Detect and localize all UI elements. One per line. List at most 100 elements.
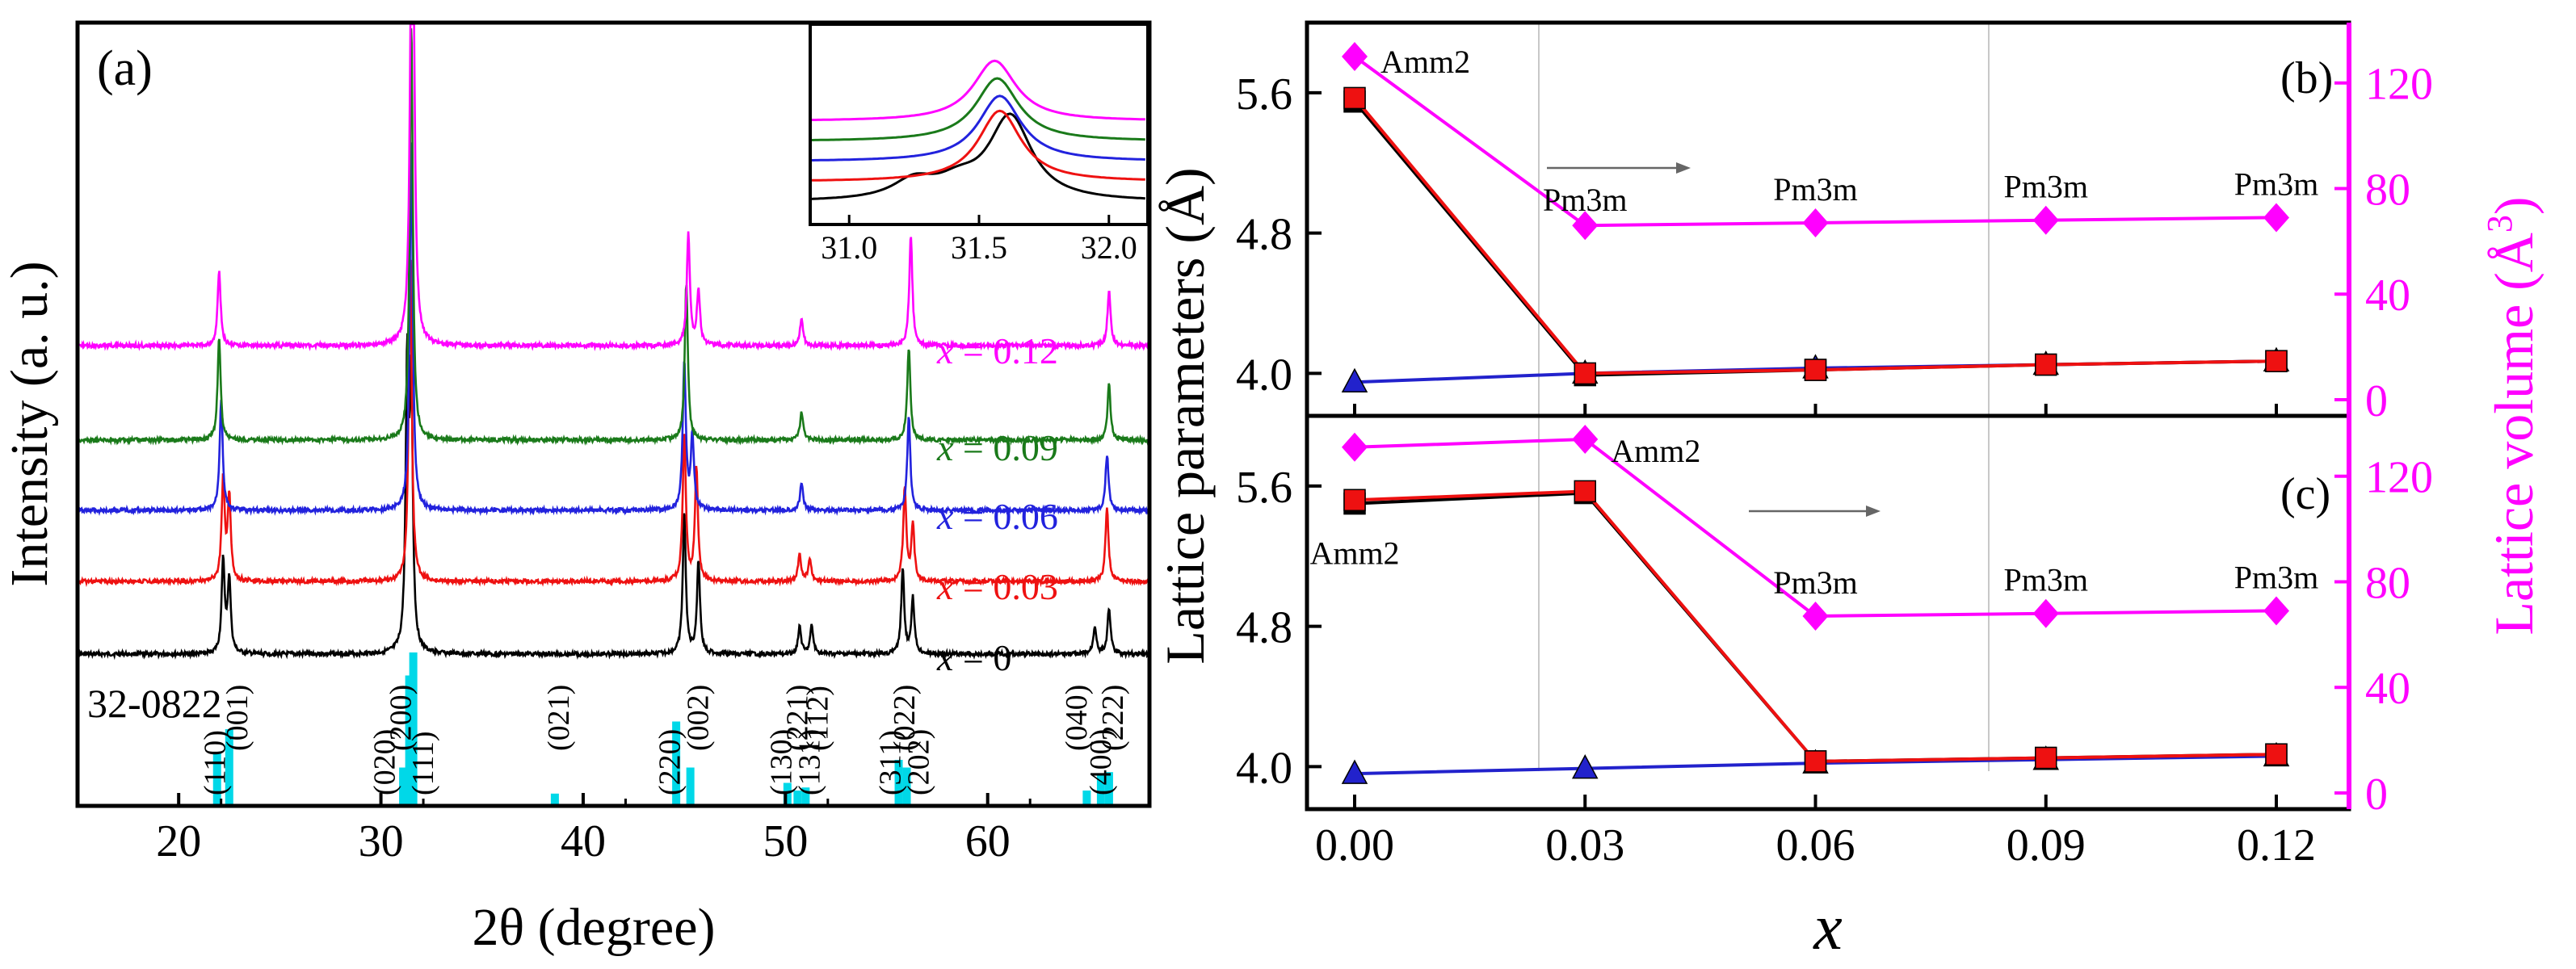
data-marker (1802, 601, 1829, 631)
trend-arrow-head (1676, 162, 1691, 174)
data-marker (1571, 754, 1599, 779)
xrd-x-ticks: 20 30 40 50 60 (156, 793, 1032, 866)
trend-arrow-head (1866, 505, 1881, 517)
lattice-left-axis-label: Lattice parameters (Å) (1154, 167, 1216, 664)
panel-b-label: (b) (2280, 53, 2333, 103)
panel-c-plot: Amm2 Amm2 Pm3m Pm3m Pm3m (1309, 424, 2318, 784)
data-marker (1804, 359, 1827, 381)
data-marker (2265, 350, 2288, 372)
inset-tick-label: 31.5 (951, 229, 1007, 266)
reference-bar (686, 767, 695, 806)
series-label-x012: x = 0.12 (936, 330, 1058, 371)
hkl-label: (400) (1084, 729, 1118, 795)
reference-bar (783, 782, 792, 806)
hkl-label: (311) (874, 730, 908, 795)
hkl-label: (021) (542, 685, 576, 751)
phase-label: Amm2 (1611, 433, 1700, 469)
xrd-trace (78, 142, 1149, 517)
reference-card-label: 32-0822 (87, 681, 222, 726)
data-marker (1342, 42, 1368, 72)
xrd-traces (78, 23, 1149, 661)
lattice-axes-ticks: 4.0 4.8 5.6 0 40 80 120 4.0 4.8 5.6 0 40 80 120 0.00 0.… (1236, 60, 2433, 870)
right-tick-label: 120 (2365, 453, 2433, 503)
series-label-var: x (936, 566, 954, 607)
left-tick-label: 5.6 (1236, 69, 1292, 120)
right-tick-label: 0 (2365, 770, 2388, 820)
phase-label: Pm3m (1773, 564, 1857, 601)
phase-label: Pm3m (1773, 171, 1857, 208)
panel-c-label: (c) (2280, 469, 2330, 519)
series-label-x0: x = 0 (936, 637, 1011, 678)
data-marker (1341, 759, 1368, 784)
left-tick-label: 4.0 (1236, 350, 1292, 400)
panel-b-plot: Amm2 Pm3m Pm3m Pm3m Pm3m (1341, 42, 2318, 393)
hkl-label: (020) (368, 729, 402, 795)
reference-pattern: (110)(001) (020)(200)(111) (021) (220)(002)… (198, 652, 1130, 806)
xrd-x-axis-label: 2θ (degree) (473, 898, 716, 957)
right-tick-label: 120 (2365, 60, 2433, 110)
data-marker (1802, 208, 1829, 237)
data-marker (2263, 203, 2289, 233)
right-tick-label: 40 (2365, 664, 2410, 714)
inset-curve (810, 59, 1145, 121)
reference-bar (405, 675, 414, 806)
inset-background (810, 24, 1148, 224)
right-axis-label-close: ) (2483, 196, 2544, 215)
inset-curve (809, 112, 1145, 200)
inset-tick-label: 32.0 (1081, 229, 1137, 266)
reference-bar (894, 760, 903, 806)
inset-x-ticks: 31.0 31.5 32.0 (821, 215, 1137, 266)
xrd-panel-label: (a) (97, 41, 153, 96)
right-axis-label-unit: Å (2483, 233, 2544, 272)
data-marker (2032, 205, 2059, 235)
series-label-var: x (936, 637, 954, 678)
inset-curves (809, 59, 1145, 200)
hkl-label: (200) (385, 685, 418, 751)
series-label-var: x (936, 330, 954, 371)
x-tick-label: 60 (965, 816, 1011, 866)
x-tick-label: 0.03 (1545, 820, 1624, 870)
reference-bar (212, 752, 221, 806)
phase-label: Amm2 (1380, 44, 1470, 80)
xrd-trace (78, 259, 1149, 588)
reference-bar (672, 721, 681, 806)
reference-bar (399, 767, 408, 806)
hkl-label: (110) (198, 730, 232, 795)
series-label-var: x (936, 427, 954, 468)
right-tick-label: 40 (2365, 271, 2410, 321)
data-marker (1572, 424, 1599, 454)
xrd-trace (78, 28, 1149, 447)
inset-curve (810, 77, 1145, 141)
inset-tick-label: 31.0 (821, 229, 877, 266)
xrd-trace (78, 333, 1149, 661)
x-tick-label: 20 (156, 816, 201, 866)
xrd-trace (78, 23, 1149, 352)
phase-label: Pm3m (2004, 169, 2088, 205)
series-label-value: = 0.06 (953, 496, 1057, 537)
hkl-label: (202) (902, 729, 936, 795)
data-marker (2035, 353, 2057, 376)
series-label-value: = 0.12 (953, 330, 1057, 371)
left-tick-label: 4.0 (1236, 743, 1292, 793)
left-axis-label-text: Lattice parameters ( (1154, 225, 1216, 665)
data-marker (2265, 743, 2288, 766)
data-marker (1343, 489, 1366, 512)
x-tick-label: 30 (359, 816, 404, 866)
reference-bar (1082, 791, 1091, 806)
phase-label: Amm2 (1309, 535, 1399, 572)
series-label-x003: x = 0.03 (936, 566, 1058, 607)
hkl-label: (220) (653, 729, 687, 795)
hkl-label: (112) (801, 686, 834, 751)
phase-label: Pm3m (2004, 562, 2088, 598)
hkl-label: (002) (682, 685, 716, 751)
left-tick-label: 4.8 (1236, 603, 1292, 653)
reference-bar (1096, 775, 1105, 806)
lattice-x-axis-label: x (1813, 892, 1843, 963)
reference-bar (409, 652, 418, 806)
left-tick-label: 4.8 (1236, 210, 1292, 260)
hkl-label: (001) (221, 685, 254, 751)
data-marker (2035, 746, 2057, 770)
series-label-x006: x = 0.06 (936, 496, 1058, 537)
right-axis-label-sup: 3 (2480, 215, 2519, 233)
